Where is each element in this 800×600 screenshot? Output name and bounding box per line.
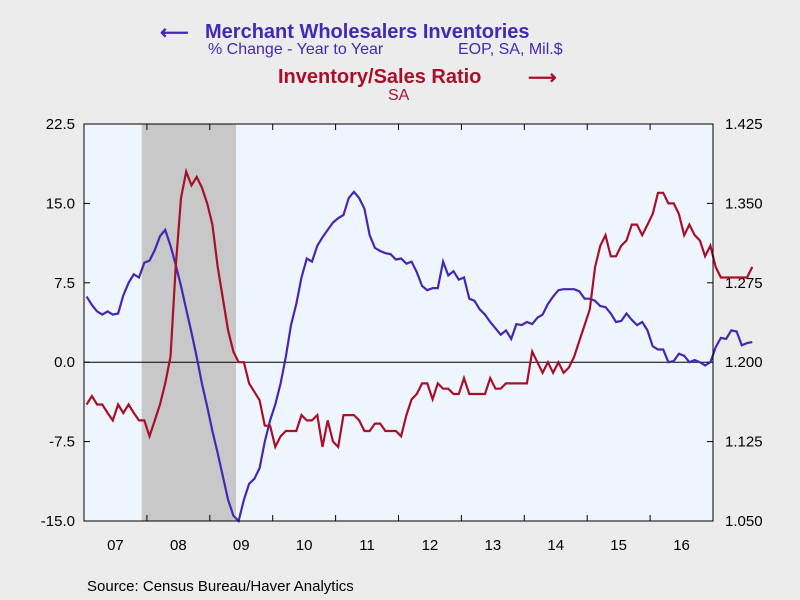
y-right-tick-label: 1.200 <box>725 354 763 371</box>
x-tick-label: 14 <box>547 537 564 554</box>
x-tick-label: 07 <box>107 537 124 554</box>
plot-frame <box>83 123 714 522</box>
y-left-tick-label: 15.0 <box>46 195 75 212</box>
x-ticks: 07 08 09 10 11 12 13 14 15 16 <box>83 124 714 554</box>
source-note: Source: Census Bureau/Haver Analytics <box>87 578 354 595</box>
y-right-tick-label: 1.275 <box>725 275 763 292</box>
series-line-inventories <box>85 190 753 524</box>
series2-title: Inventory/Sales Ratio <box>278 66 482 88</box>
x-tick-label: 08 <box>170 537 187 554</box>
y-right-tick-label: 1.125 <box>725 434 763 451</box>
y-left-tick-label: -7.5 <box>49 434 75 451</box>
series-line-ratio <box>85 167 754 451</box>
arrow-right-icon: ⟶ <box>528 67 557 89</box>
y-left-tick-label: 22.5 <box>46 116 75 133</box>
x-tick-label: 13 <box>485 537 502 554</box>
x-tick-label: 09 <box>233 537 250 554</box>
series1-title: Merchant Wholesalers Inventories <box>205 21 530 43</box>
y-left-tick-label: 0.0 <box>54 354 75 371</box>
y-right-tick-label: 1.350 <box>725 195 763 212</box>
x-tick-label: 16 <box>673 537 690 554</box>
y-right-tick-label: 1.425 <box>725 116 763 133</box>
y-right-tick-label: 1.050 <box>725 513 763 530</box>
x-tick-label: 15 <box>610 537 627 554</box>
series1-subtitle-a: % Change - Year to Year <box>208 41 384 58</box>
series2-subtitle: SA <box>388 87 410 104</box>
x-tick-label: 10 <box>296 537 313 554</box>
x-tick-label: 11 <box>359 537 375 554</box>
y-left-tick-label: 7.5 <box>54 275 75 292</box>
arrow-left-icon: ⟵ <box>160 22 189 44</box>
y-ticks: 22.5 15.0 7.5 0.0 -7.5 -15.0 1.425 1.350 1.275 1.… <box>41 116 763 530</box>
series1-subtitle-b: EOP, SA, Mil.$ <box>458 41 563 58</box>
x-tick-label: 12 <box>422 537 439 554</box>
y-left-tick-label: -15.0 <box>41 513 75 530</box>
